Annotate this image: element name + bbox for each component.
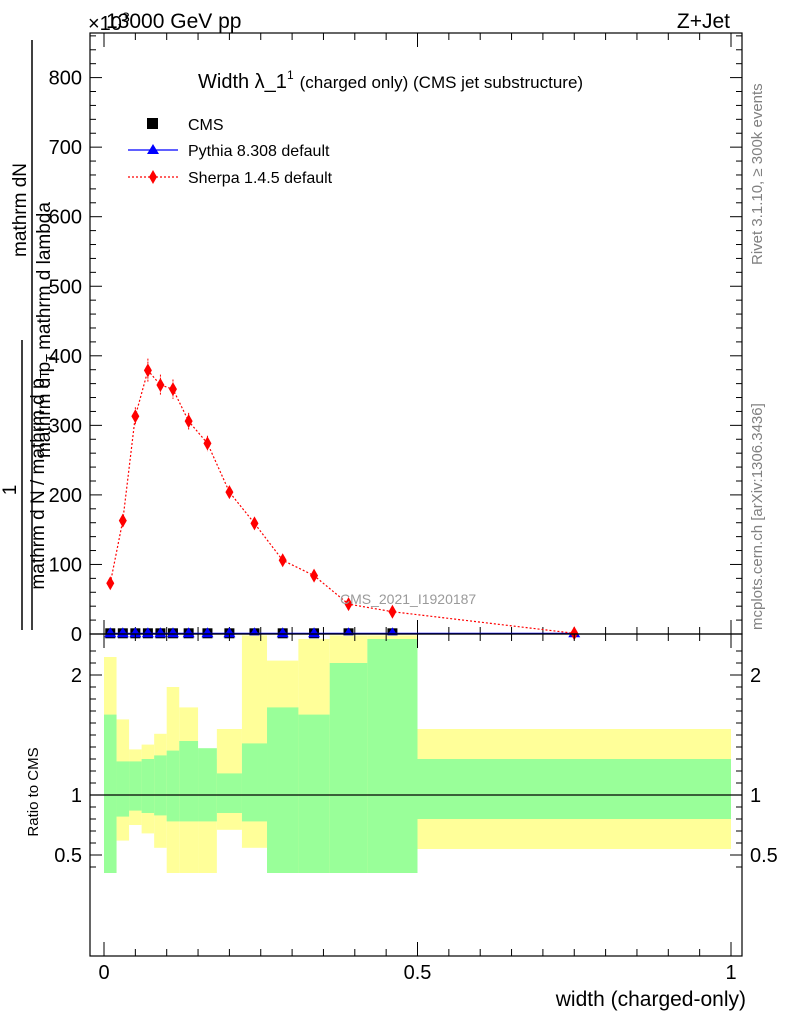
ratio-panel-frame bbox=[89, 633, 743, 957]
sherpa-data-point bbox=[388, 604, 397, 619]
main-y-tick-label: 800 bbox=[49, 68, 82, 90]
main-panel: 0 100 200 300 400 500 600 700 800 bbox=[49, 32, 743, 646]
pythia-data-point bbox=[342, 627, 355, 638]
pythia-data-point bbox=[154, 627, 167, 638]
ratio-band-green bbox=[216, 773, 242, 813]
ylabel-numerator: mathrm dN bbox=[10, 163, 31, 257]
pythia-data-point bbox=[308, 627, 321, 638]
pythia-data-point bbox=[166, 627, 179, 638]
exponent-label: ×103 bbox=[88, 9, 130, 35]
ylabel-prefactor-den: mathrm d N / mathrm d pT bbox=[28, 370, 52, 589]
ratio-y-axis: 0.5 0.5 1 1 2 2 bbox=[54, 650, 778, 868]
ratio-band-green bbox=[367, 639, 418, 873]
sherpa-data-point bbox=[168, 382, 177, 397]
ratio-band-green bbox=[198, 748, 217, 822]
ylabel-denominator: mathrm d pTmathrm d lambda bbox=[34, 202, 58, 458]
ratio-band-green bbox=[129, 761, 142, 811]
pythia-data-point bbox=[276, 627, 289, 638]
legend: CMS Pythia 8.308 default Sherpa 1.4.5 de… bbox=[128, 117, 333, 187]
ratio-x-axis: 0 0.5 1 bbox=[98, 634, 737, 984]
pythia-data-point bbox=[141, 627, 154, 638]
ratio-band-green bbox=[104, 714, 117, 873]
ratio-y-tick-label: 0.5 bbox=[54, 845, 82, 867]
ratio-y-tick-label-right: 2 bbox=[750, 665, 761, 687]
pythia-data-point bbox=[386, 627, 399, 638]
ratio-band-green bbox=[298, 714, 330, 873]
sherpa-data-point bbox=[225, 485, 234, 500]
main-y-tick-label: 500 bbox=[49, 276, 82, 298]
x-tick-label: 0 bbox=[98, 962, 109, 984]
pythia-data-point bbox=[223, 627, 236, 638]
mcplots-label: mcplots.cern.ch [arXiv:1306.3436] bbox=[749, 403, 766, 630]
ratio-band-green bbox=[166, 750, 180, 822]
legend-marker-pythia bbox=[147, 144, 159, 154]
sherpa-data-point bbox=[250, 516, 259, 531]
sherpa-data-point bbox=[118, 513, 127, 528]
pythia-data-point bbox=[182, 627, 195, 638]
ratio-band-green bbox=[154, 755, 167, 816]
main-y-tick-label: 600 bbox=[49, 207, 82, 229]
pythia-data-point bbox=[201, 627, 214, 638]
sherpa-data-point bbox=[203, 436, 212, 451]
pythia-data-point bbox=[116, 627, 129, 638]
sherpa-data-point bbox=[570, 626, 579, 641]
ratio-y-tick-label: 2 bbox=[71, 665, 82, 687]
sherpa-data-point bbox=[156, 378, 165, 393]
pythia-data-point bbox=[248, 627, 261, 638]
main-y-tick-label: 0 bbox=[71, 624, 82, 646]
ratio-y-tick-label-right: 0.5 bbox=[750, 845, 778, 867]
legend-marker-cms bbox=[147, 118, 158, 129]
main-ylabel: mathrm dN mathrm d pTmathrm d lambda 1 m… bbox=[0, 40, 58, 630]
legend-label-sherpa: Sherpa 1.4.5 default bbox=[188, 170, 333, 187]
sherpa-data-point bbox=[344, 597, 353, 612]
main-y-tick-label: 700 bbox=[49, 137, 82, 159]
main-y-tick-label: 100 bbox=[49, 554, 82, 576]
x-tick-label: 1 bbox=[725, 962, 736, 984]
sherpa-data-point bbox=[278, 553, 287, 568]
ratio-band-green bbox=[141, 759, 155, 813]
x-tick-label: 0.5 bbox=[404, 962, 432, 984]
ratio-band-green bbox=[267, 707, 299, 873]
ratio-band-green bbox=[179, 741, 199, 822]
sherpa-data-point bbox=[143, 363, 152, 378]
main-data-layer bbox=[104, 358, 581, 641]
main-y-axis: 0 100 200 300 400 500 600 700 800 bbox=[49, 33, 742, 646]
analysis-watermark: CMS_2021_I1920187 bbox=[340, 591, 476, 607]
main-y-tick-label: 200 bbox=[49, 485, 82, 507]
process-label: Z+Jet bbox=[677, 10, 730, 33]
energy-label: 13000 GeV pp bbox=[106, 10, 241, 33]
ratio-band-green bbox=[116, 761, 130, 817]
ratio-band-green bbox=[241, 743, 268, 822]
ratio-y-tick-label: 1 bbox=[71, 785, 82, 807]
ratio-band-green bbox=[329, 663, 368, 873]
sherpa-data-point bbox=[131, 409, 140, 424]
ratio-band-green bbox=[417, 759, 731, 819]
ratio-y-tick-label-right: 1 bbox=[750, 785, 761, 807]
ratio-bands bbox=[90, 635, 742, 873]
main-y-tick-label: 400 bbox=[49, 346, 82, 368]
pythia-data-point bbox=[129, 627, 142, 638]
sherpa-data-point bbox=[184, 414, 193, 429]
plot-title: Width λ_11 (charged only) (CMS jet substr… bbox=[198, 68, 583, 93]
sherpa-data-point bbox=[106, 576, 115, 591]
rivet-label: Rivet 3.1.10, ≥ 300k events bbox=[749, 83, 766, 265]
legend-marker-sherpa bbox=[149, 170, 157, 184]
ylabel-prefactor-num: 1 bbox=[0, 485, 21, 496]
pythia-data-point bbox=[104, 627, 117, 638]
ratio-panel: 0.5 0.51 12 2 0 0.5 1 bbox=[54, 633, 778, 984]
main-y-tick-label: 300 bbox=[49, 415, 82, 437]
ratio-ylabel: Ratio to CMS bbox=[25, 747, 42, 836]
legend-label-cms: CMS bbox=[188, 117, 224, 134]
legend-label-pythia: Pythia 8.308 default bbox=[188, 143, 330, 160]
x-axis-label: width (charged-only) bbox=[555, 988, 746, 1011]
sherpa-data-point bbox=[310, 568, 319, 583]
